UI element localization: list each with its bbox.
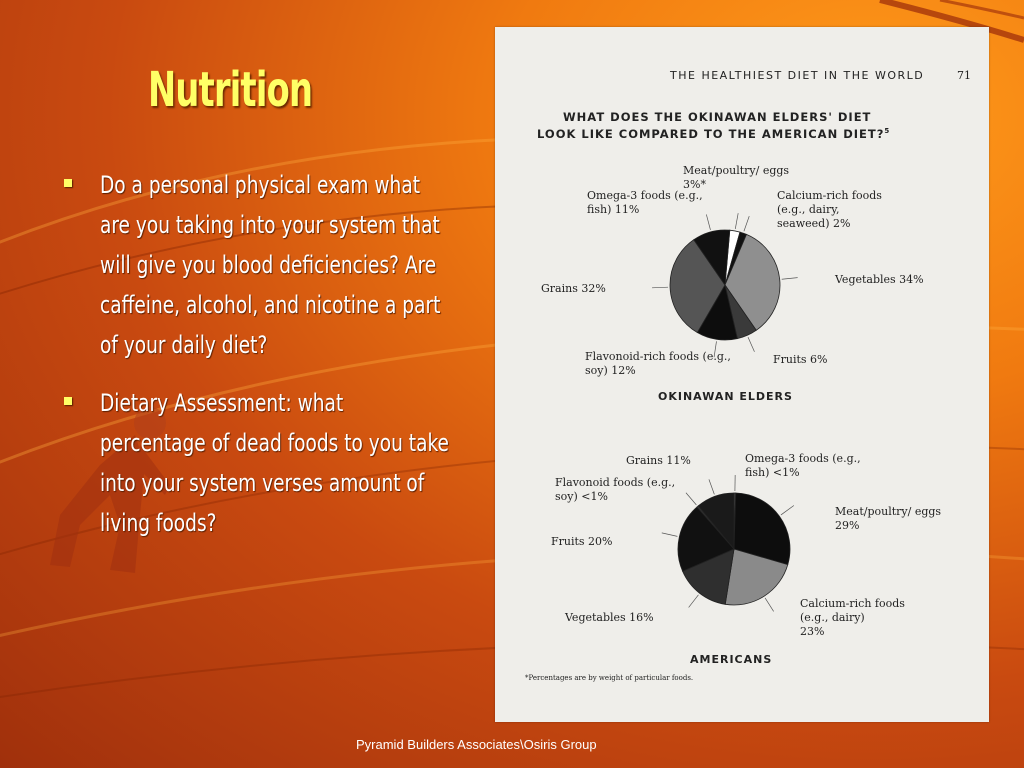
pie-slice: [677, 506, 735, 572]
figure-heading-note: 5: [884, 127, 890, 135]
pie-slice-label: Calcium-rich foods (e.g., dairy, seaweed) …: [777, 189, 882, 230]
bullet-text: Do a personal physical exam what are you…: [100, 171, 441, 359]
leader-line: [781, 277, 798, 280]
pie-slice-label: Fruits 20%: [551, 535, 613, 548]
leader-line: [661, 532, 678, 537]
pie-slice: [724, 548, 789, 606]
pie-slice-label: Vegetables 16%: [564, 611, 654, 624]
leader-line: [688, 594, 699, 608]
figure-heading-line-2-text: LOOK LIKE COMPARED TO THE AMERICAN DIET?: [537, 127, 884, 141]
leader-line: [734, 213, 739, 229]
pie-slice-label: Meat/poultry/ eggs 3%*: [683, 164, 789, 191]
running-head: THE HEALTHIEST DIET IN THE WORLD: [669, 69, 924, 82]
pie-charts: Meat/poultry/ eggs 3%*Calcium-rich foods(…: [541, 164, 941, 638]
leader-line: [747, 337, 755, 352]
footer-text: Pyramid Builders Associates\Osiris Group: [356, 737, 597, 752]
book-page-figure: THE HEALTHIEST DIET IN THE WORLD 71 WHAT…: [525, 69, 971, 682]
pie-slice-label: Flavonoid foods (e.g., soy) <1%: [555, 476, 675, 503]
leader-line: [706, 214, 711, 230]
pie-slice-label: Meat/poultry/ eggs 29%: [835, 505, 941, 532]
pie-slice: [693, 229, 731, 287]
pie-slice-label: Vegetables 34%: [834, 273, 924, 286]
pie-slice-label: Fruits 6%: [773, 353, 828, 366]
sprinter-silhouette: [50, 407, 170, 573]
pie-slice-label: Flavonoid-rich foods (e.g., soy) 12%: [585, 350, 731, 377]
pie-slice-label: Grains 32%: [541, 282, 606, 295]
bullet-list: Do a personal physical exam what are you…: [58, 165, 453, 561]
chart-title-americans: AMERICANS: [690, 653, 772, 666]
pie-slice-label: Calcium-rich foods (e.g., dairy) 23%: [800, 597, 905, 638]
bullet-item: Dietary Assessment: what percentage of d…: [58, 383, 453, 543]
scanned-book-page: THE HEALTHIEST DIET IN THE WORLD 71 WHAT…: [495, 27, 989, 722]
leader-line: [743, 216, 750, 232]
leader-line: [780, 505, 795, 516]
bullet-item: Do a personal physical exam what are you…: [58, 165, 453, 365]
pie-slice-label: Omega-3 foods (e.g., fish) 11%: [587, 189, 703, 216]
page-number: 71: [957, 69, 971, 82]
pie-slice: [682, 548, 735, 605]
figure-heading-line-2: LOOK LIKE COMPARED TO THE AMERICAN DIET?…: [537, 127, 890, 141]
pie-slice: [697, 492, 735, 551]
square-bullet-icon: [64, 397, 72, 405]
chart-title-okinawan: OKINAWAN ELDERS: [658, 390, 793, 403]
leader-line: [652, 286, 669, 289]
footnote: *Percentages are by weight of particular…: [525, 674, 693, 682]
square-bullet-icon: [64, 179, 72, 187]
leader-line: [713, 341, 717, 358]
figure-heading-line-1: WHAT DOES THE OKINAWAN ELDERS' DIET: [563, 110, 871, 124]
pie-slice: [724, 233, 781, 331]
pie-slice-label: Omega-3 foods (e.g., fish) <1%: [745, 452, 861, 479]
leader-line: [764, 597, 774, 612]
slide-title: Nutrition: [148, 62, 313, 118]
leader-line: [708, 479, 715, 495]
leader-line: [685, 492, 697, 506]
pie-slice: [669, 239, 726, 334]
bullet-text: Dietary Assessment: what percentage of d…: [100, 389, 449, 537]
pie-slice-label: Grains 11%: [626, 454, 691, 467]
pie-slice: [733, 492, 791, 566]
